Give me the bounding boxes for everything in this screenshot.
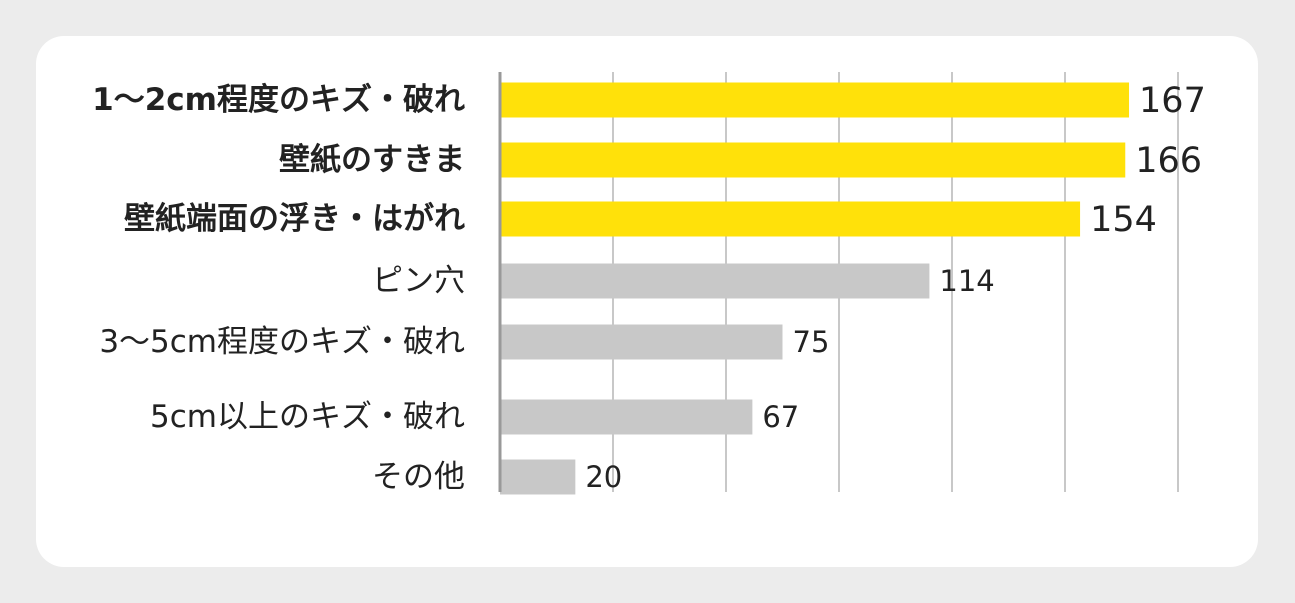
data-label: 154 [1090, 200, 1157, 240]
data-label: 166 [1135, 141, 1202, 181]
category-label: 壁紙のすきま [279, 142, 465, 178]
category-label: 5cm以上のキズ・破れ [150, 399, 465, 435]
data-label: 114 [939, 264, 994, 298]
bar [500, 142, 1126, 178]
data-label: 67 [762, 400, 799, 434]
category-label: ピン穴 [372, 263, 465, 299]
bar [500, 201, 1081, 237]
category-label: 3〜5cm程度のキズ・破れ [99, 324, 465, 360]
bar [500, 399, 753, 435]
category-label: その他 [372, 459, 465, 495]
data-label: 167 [1139, 81, 1206, 121]
bar [500, 459, 576, 495]
data-label: 75 [793, 325, 830, 359]
bar [500, 82, 1130, 118]
bar [500, 324, 783, 360]
bar [500, 263, 930, 299]
data-label: 20 [585, 460, 622, 494]
category-label: 壁紙端面の浮き・はがれ [124, 201, 465, 237]
category-label: 1〜2cm程度のキズ・破れ [92, 82, 465, 118]
chart-card [36, 36, 1258, 567]
